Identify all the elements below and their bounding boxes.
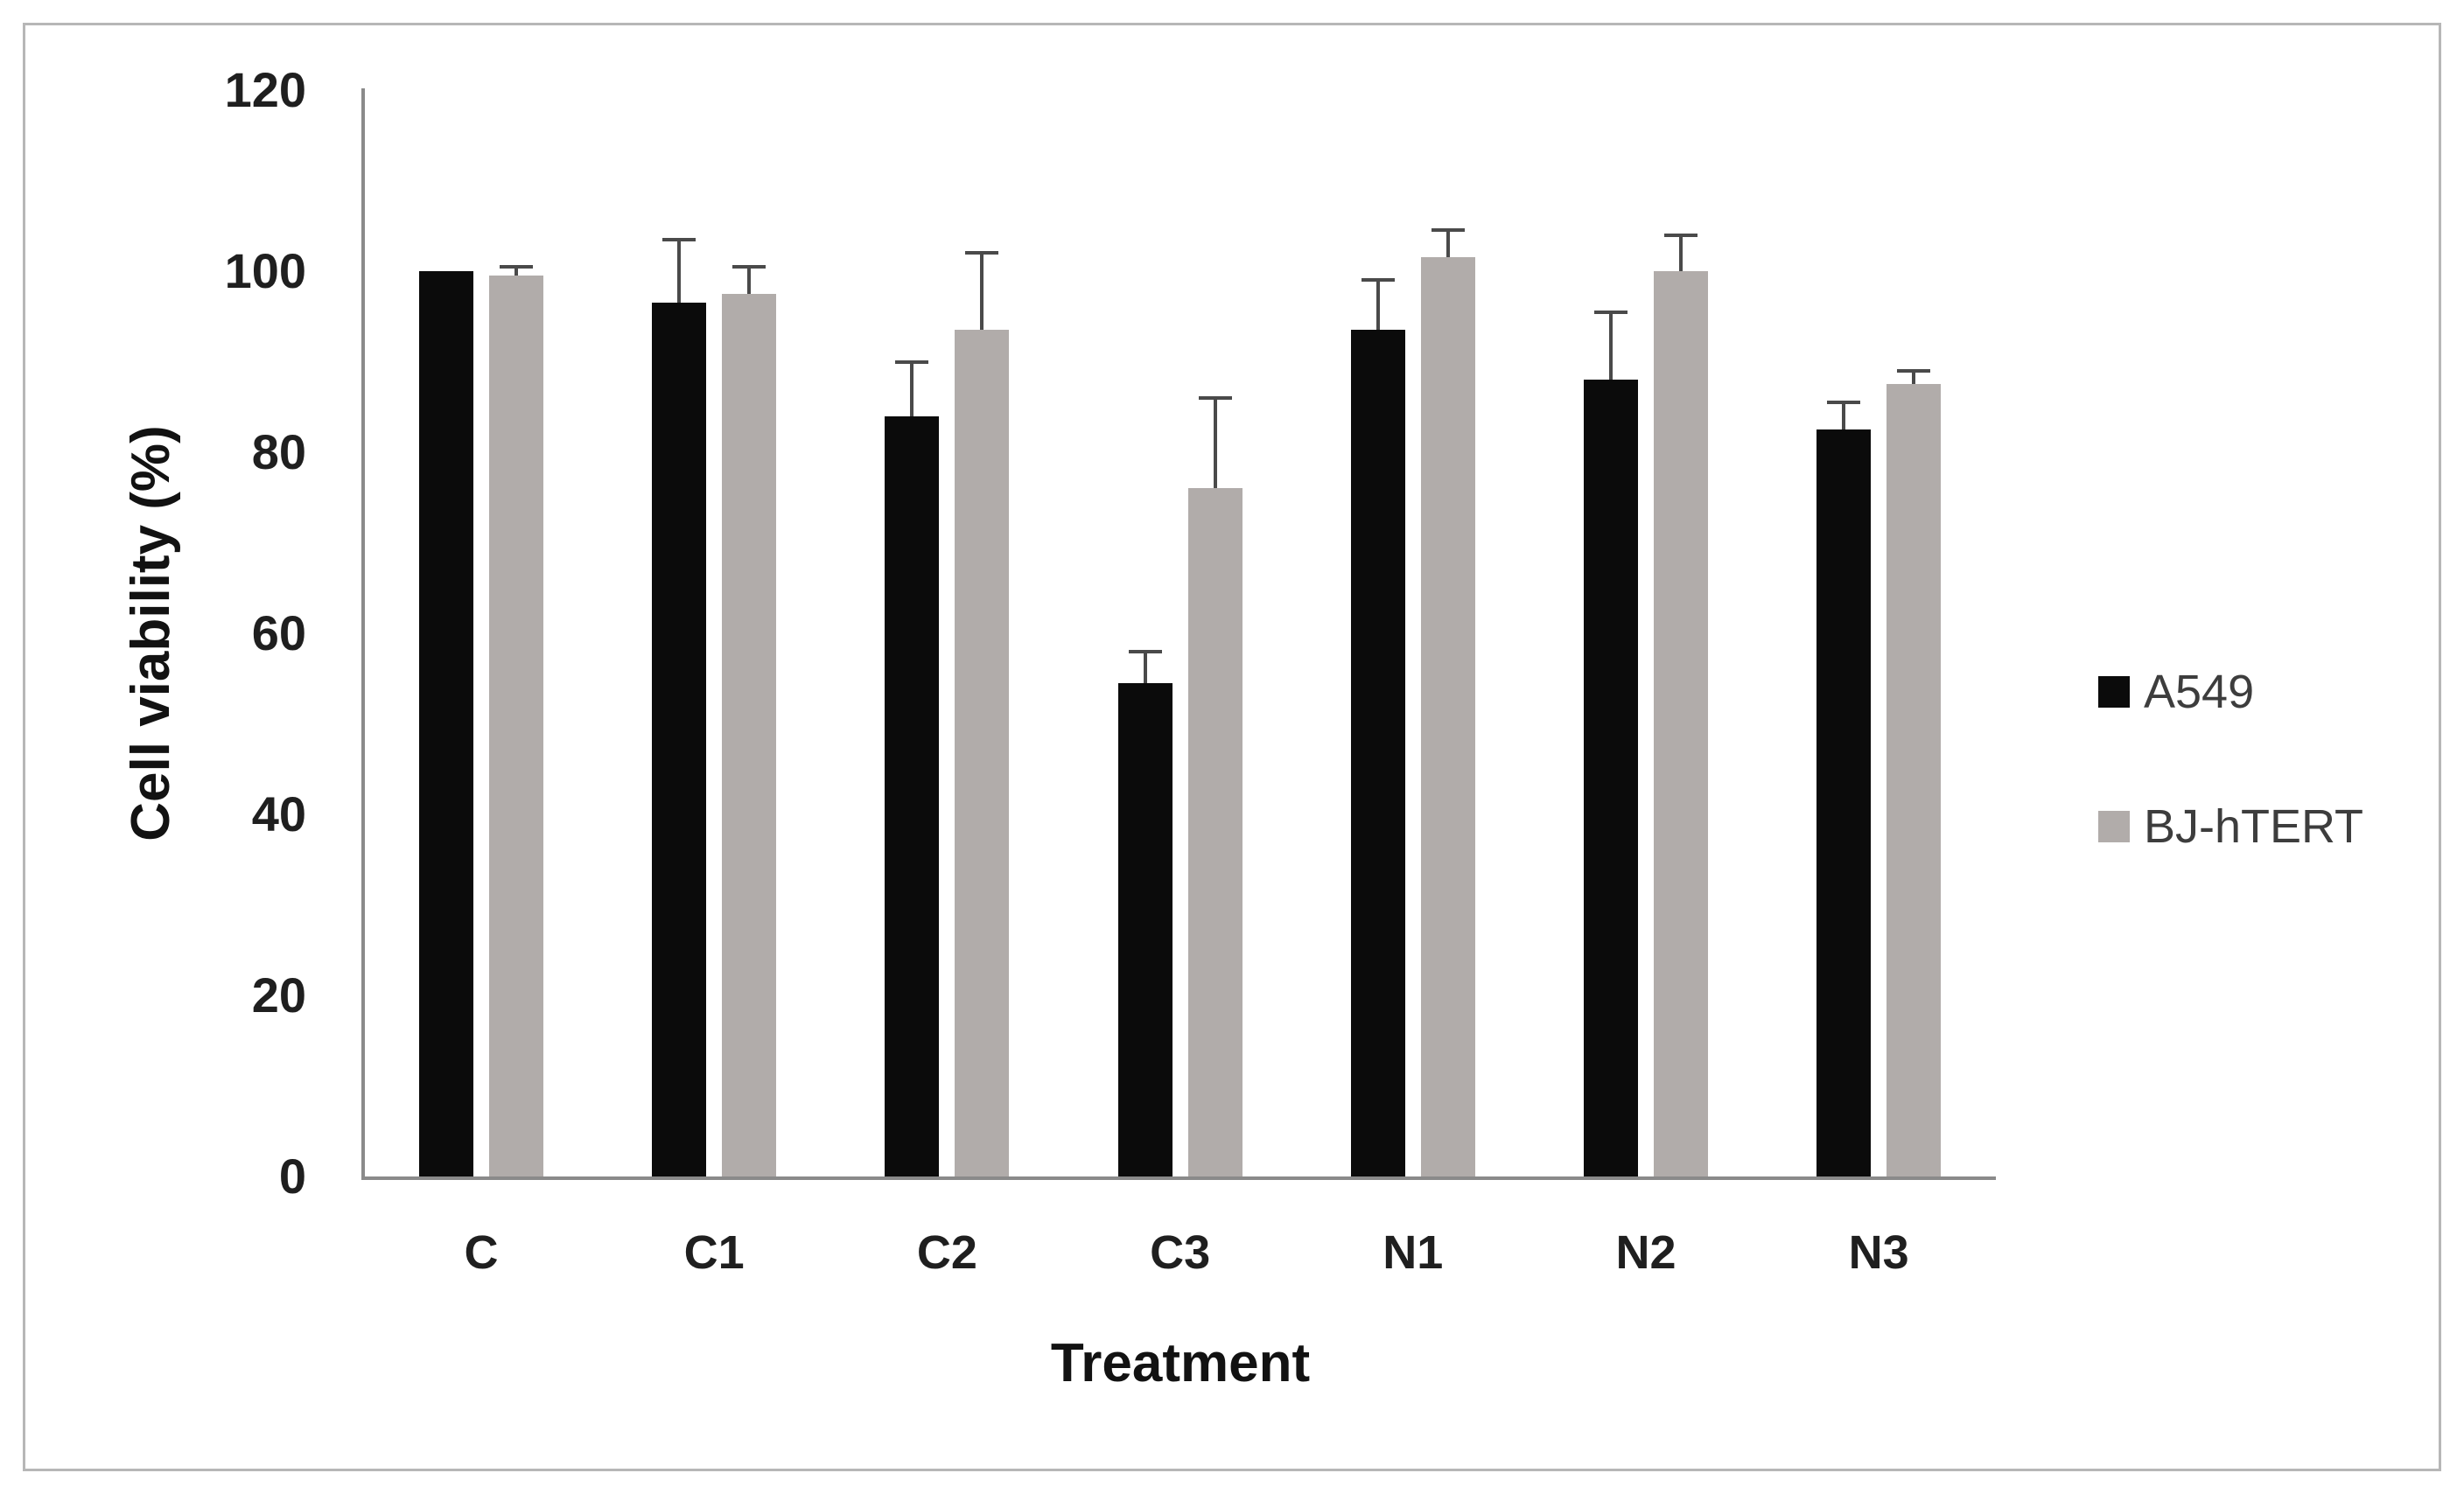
error-bar-cap-bj-htert-n3 [1897, 368, 1931, 373]
legend: A549 BJ-hTERT [2098, 665, 2363, 854]
x-category-label-n1: N1 [1382, 1226, 1444, 1279]
legend-swatch-a549-icon [2098, 676, 2130, 708]
error-bar-cap-bj-htert-n1 [1431, 228, 1465, 233]
error-bar-a549-n2 [1609, 311, 1613, 380]
error-bar-a549-n3 [1842, 402, 1846, 430]
error-bar-cap-a549-c3 [1128, 649, 1162, 653]
error-bar-a549-c3 [1143, 651, 1147, 683]
bar-bj-htert-n2 [1654, 271, 1708, 1176]
error-bar-bj-htert-c2 [980, 253, 984, 331]
x-category-label-n2: N2 [1615, 1226, 1676, 1279]
bar-a549-n3 [1816, 429, 1872, 1176]
bar-a549-n2 [1584, 380, 1638, 1176]
x-category-label-c: C [464, 1226, 499, 1279]
y-tick-label-20: 20 [251, 967, 306, 1023]
x-category-label-c3: C3 [1150, 1226, 1211, 1279]
bar-a549-c2 [885, 415, 940, 1176]
bar-bj-htert-c [489, 276, 543, 1176]
y-tick-label-100: 100 [224, 243, 306, 298]
bar-bj-htert-n1 [1420, 257, 1475, 1176]
y-tick-label-60: 60 [251, 605, 306, 660]
y-tick-label-80: 80 [251, 424, 306, 479]
legend-item-bj-htert: BJ-hTERT [2098, 799, 2363, 854]
bar-bj-htert-c3 [1187, 488, 1242, 1176]
bar-a549-n1 [1350, 330, 1405, 1176]
error-bar-cap-a549-c1 [662, 237, 696, 241]
error-bar-bj-htert-n3 [1912, 370, 1916, 385]
error-bar-bj-htert-c3 [1213, 397, 1217, 489]
error-bar-cap-bj-htert-c1 [732, 264, 766, 269]
legend-label-bj-htert: BJ-hTERT [2144, 800, 2364, 853]
x-category-label-n3: N3 [1848, 1226, 1909, 1279]
error-bar-a549-n1 [1376, 280, 1380, 331]
error-bar-a549-c1 [677, 239, 682, 304]
error-bar-bj-htert-n1 [1446, 230, 1450, 258]
y-tick-label-40: 40 [251, 786, 306, 841]
bar-bj-htert-c2 [955, 330, 1010, 1176]
x-axis-title: Treatment [1050, 1333, 1311, 1393]
y-tick-label-0: 0 [278, 1148, 306, 1204]
bar-a549-c3 [1117, 682, 1172, 1176]
error-bar-cap-a549-c2 [895, 360, 929, 364]
error-bar-cap-a549-n1 [1361, 278, 1395, 283]
bar-bj-htert-c1 [722, 293, 777, 1176]
y-tick-label-120: 120 [224, 62, 306, 117]
bar-a549-c [419, 271, 473, 1176]
error-bar-bj-htert-c1 [747, 266, 752, 294]
error-bar-cap-bj-htert-c2 [965, 251, 999, 255]
error-bar-bj-htert-n2 [1679, 234, 1683, 271]
legend-swatch-bj-htert-icon [2098, 811, 2130, 842]
legend-item-a549: A549 [2098, 665, 2363, 719]
error-bar-cap-bj-htert-c [500, 264, 533, 269]
figure-border [23, 23, 2441, 1471]
bar-bj-htert-n3 [1886, 384, 1942, 1176]
bar-a549-c1 [652, 303, 707, 1176]
error-bar-cap-a549-n2 [1594, 310, 1628, 314]
x-axis-line [361, 1176, 1996, 1180]
x-category-label-c2: C2 [916, 1226, 977, 1279]
error-bar-a549-c2 [910, 361, 914, 416]
error-bar-bj-htert-c [514, 266, 518, 276]
error-bar-cap-a549-n3 [1827, 401, 1861, 405]
legend-label-a549: A549 [2144, 666, 2255, 718]
x-category-label-c1: C1 [683, 1226, 745, 1279]
error-bar-cap-bj-htert-n2 [1664, 233, 1698, 237]
y-axis-line [361, 88, 365, 1180]
error-bar-cap-bj-htert-c3 [1198, 395, 1232, 400]
